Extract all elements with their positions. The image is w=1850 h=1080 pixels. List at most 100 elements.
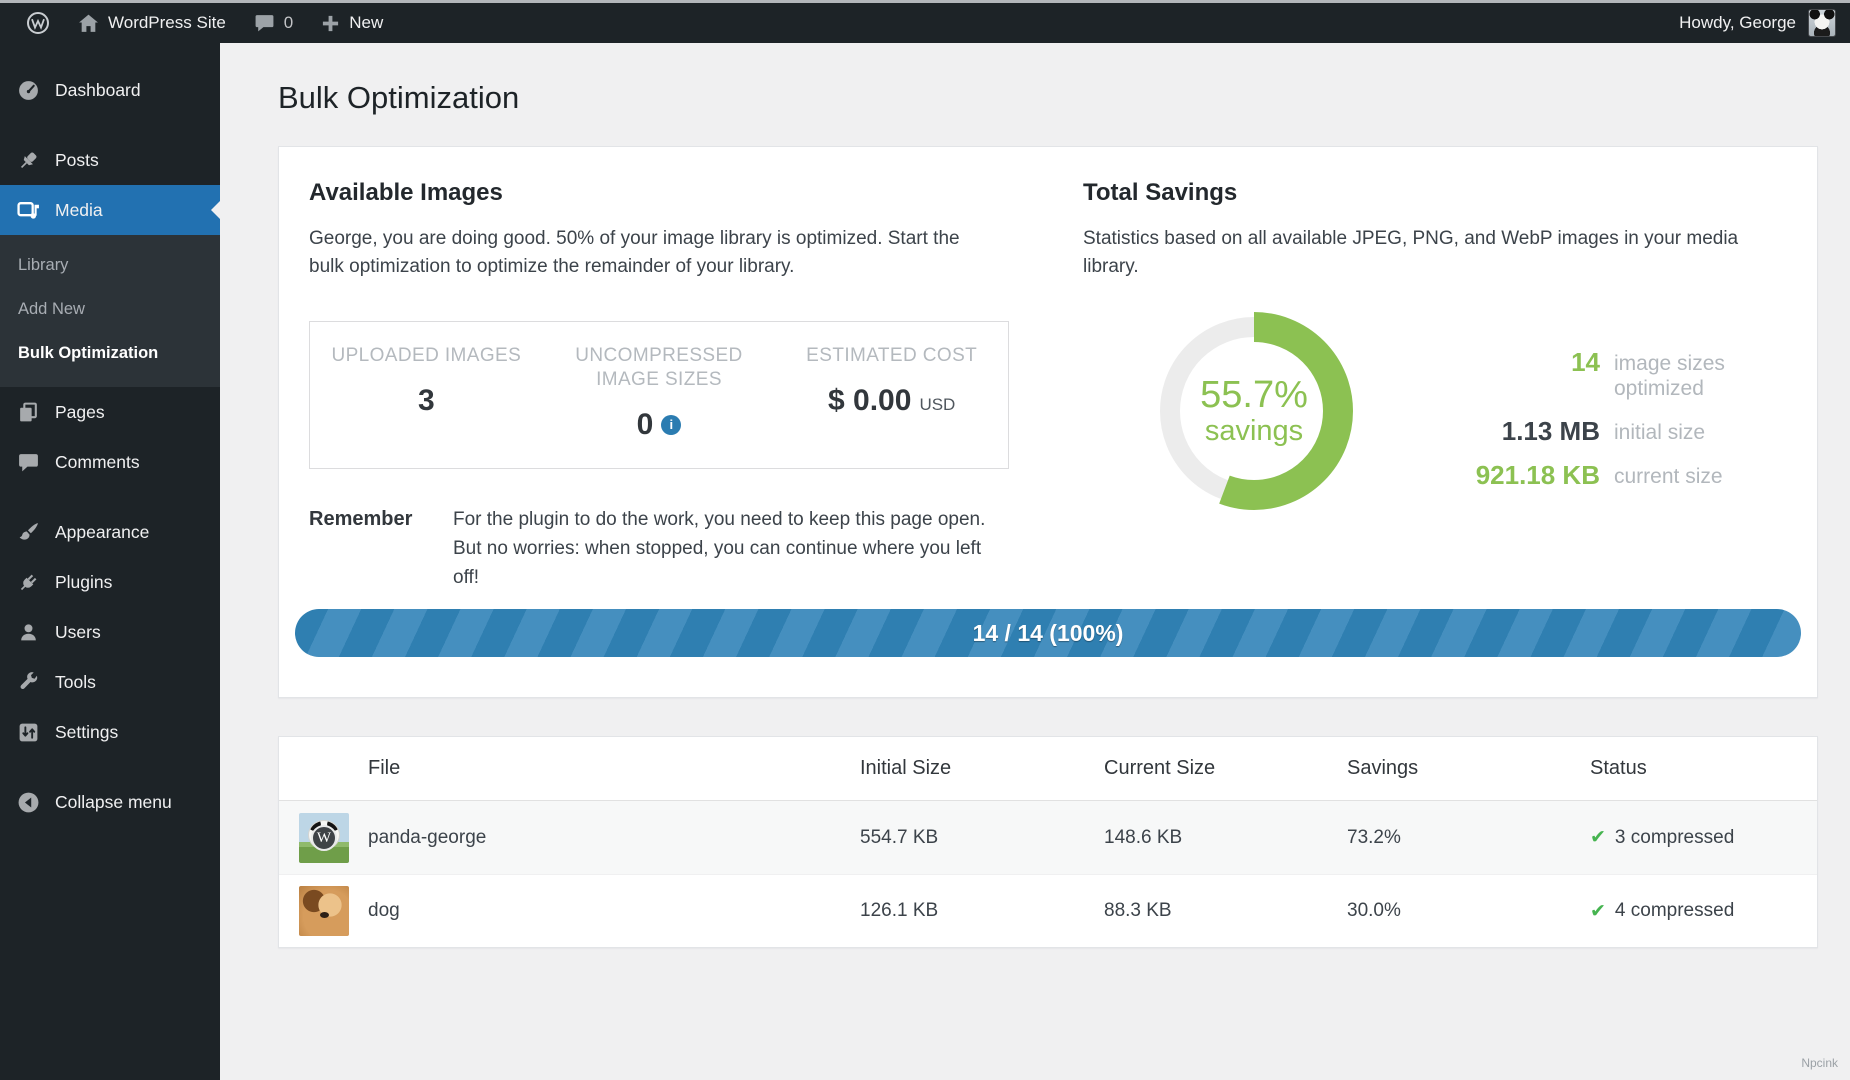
sidebar-label: Comments <box>55 451 140 472</box>
stat-label: ESTIMATED COST <box>806 345 978 366</box>
sidebar-item-settings[interactable]: Settings <box>0 707 220 757</box>
comments-indicator[interactable]: 0 <box>240 3 307 43</box>
site-name-menu[interactable]: WordPress Site <box>64 3 240 43</box>
admin-sidebar: Dashboard Posts Media Library Add New Bu… <box>0 43 220 1080</box>
sidebar-label: Media <box>55 199 103 220</box>
sidebar-item-comments[interactable]: Comments <box>0 437 220 487</box>
new-label: New <box>349 13 384 32</box>
column-header-initial-size: Initial Size <box>860 757 952 779</box>
wordpress-logo-menu[interactable] <box>12 3 64 43</box>
remember-text: For the plugin to do the work, you need … <box>453 509 986 588</box>
status-label: 3 compressed <box>1614 826 1735 848</box>
stat-label: image sizes optimized <box>1614 352 1725 400</box>
media-icon <box>16 199 40 222</box>
stat-label: UNCOMPRESSED IMAGE SIZES <box>575 345 743 390</box>
file-name: dog <box>368 900 400 921</box>
new-menu[interactable]: New <box>307 3 397 43</box>
sidebar-item-dashboard[interactable]: Dashboard <box>0 65 220 115</box>
remember-label: Remember <box>309 508 413 530</box>
sidebar-item-library[interactable]: Library <box>18 256 69 274</box>
sidebar-item-add-new[interactable]: Add New <box>18 300 85 318</box>
user-icon <box>16 621 40 644</box>
user-avatar[interactable] <box>1808 9 1836 37</box>
thumbnail-panda-george: W <box>299 812 349 863</box>
results-table: File Initial Size Current Size Savings S… <box>278 736 1818 948</box>
table-header-row: File Initial Size Current Size Savings S… <box>279 737 1817 801</box>
sidebar-item-bulk-optimization[interactable]: Bulk Optimization <box>18 344 159 362</box>
sidebar-label: Plugins <box>55 571 113 592</box>
savings-stats: 14 image sizes optimized 1.13 MB initial… <box>1440 349 1742 517</box>
plug-icon <box>16 571 40 594</box>
sidebar-item-posts[interactable]: Posts <box>0 135 220 185</box>
account-menu[interactable]: Howdy, George <box>1679 9 1850 37</box>
column-header-current-size: Current Size <box>1104 757 1216 779</box>
watermark: Npcink <box>1801 1056 1838 1070</box>
bulk-optimization-panel: Available Images George, you are doing g… <box>278 146 1818 698</box>
comment-bubble-icon <box>254 13 275 34</box>
table-row: dog 126.1 KB 88.3 KB 30.0% ✔ 4 compresse… <box>279 874 1817 947</box>
thumbnail-dog <box>299 886 349 936</box>
wordpress-logo-icon <box>26 11 50 35</box>
table-row: W panda-george 554.7 KB 148.6 KB 73.2% ✔… <box>279 801 1817 874</box>
main-content: Bulk Optimization Available Images Georg… <box>220 43 1850 1080</box>
pushpin-icon <box>16 149 40 172</box>
column-header-savings: Savings <box>1347 757 1419 779</box>
comments-count: 0 <box>283 13 294 32</box>
sidebar-item-appearance[interactable]: Appearance <box>0 507 220 557</box>
column-header-file: File <box>368 757 401 779</box>
dashboard-gauge-icon <box>16 79 40 102</box>
bulk-progress-bar: 14 / 14 (100%) <box>295 609 1801 657</box>
collapse-arrow-icon <box>16 791 40 814</box>
stat-uploaded-images: UPLOADED IMAGES 3 <box>310 322 543 468</box>
stat-label: initial size <box>1614 421 1706 444</box>
stat-current-size: 921.18 KB current size <box>1440 462 1742 489</box>
current-size-cell: 88.3 KB <box>1104 900 1172 921</box>
sidebar-item-users[interactable]: Users <box>0 607 220 657</box>
upload-stats-box: UPLOADED IMAGES 3 UNCOMPRESSED IMAGE SIZ… <box>309 321 1009 469</box>
file-name: panda-george <box>368 826 487 848</box>
sidebar-label: Dashboard <box>55 79 141 100</box>
plus-icon <box>321 14 340 33</box>
estimated-cost-value: $ 0.00 <box>828 384 912 417</box>
savings-sub-label: savings <box>1204 415 1304 447</box>
collapse-menu-label: Collapse menu <box>55 791 172 812</box>
stat-initial-size: 1.13 MB initial size <box>1440 418 1742 445</box>
admin-bar: WordPress Site 0 New Howdy, George <box>0 3 1850 43</box>
estimated-cost-unit: USD <box>919 395 956 414</box>
sidebar-item-tools[interactable]: Tools <box>0 657 220 707</box>
wrench-icon <box>16 671 40 694</box>
howdy-label: Howdy, George <box>1679 13 1796 32</box>
total-savings-heading: Total Savings <box>1083 179 1238 206</box>
sliders-icon <box>16 721 40 744</box>
info-icon[interactable]: i <box>661 415 682 435</box>
sidebar-label: Tools <box>55 671 96 692</box>
stat-image-sizes-optimized: 14 image sizes optimized <box>1440 349 1742 401</box>
sidebar-item-plugins[interactable]: Plugins <box>0 557 220 607</box>
media-submenu: Library Add New Bulk Optimization <box>0 235 220 387</box>
available-images-heading: Available Images <box>309 179 503 206</box>
collapse-menu-button[interactable]: Collapse menu <box>0 777 220 827</box>
savings-cell: 73.2% <box>1347 826 1401 848</box>
window-edge <box>0 0 1850 3</box>
sidebar-item-media[interactable]: Media <box>0 185 220 235</box>
savings-donut-chart: 55.7% savings <box>1148 305 1360 517</box>
wordpress-badge-icon: W <box>311 824 337 851</box>
site-name-label: WordPress Site <box>108 13 226 32</box>
stat-label: UPLOADED IMAGES <box>331 345 522 366</box>
initial-size-cell: 554.7 KB <box>860 826 939 848</box>
sidebar-label: Pages <box>55 401 105 422</box>
comments-icon <box>16 451 40 474</box>
progress-label: 14 / 14 (100%) <box>972 619 1124 646</box>
sidebar-label: Posts <box>55 149 99 170</box>
optimized-count: 14 <box>1571 347 1600 377</box>
total-savings-intro: Statistics based on all available JPEG, … <box>1083 228 1739 277</box>
remember-note: Remember For the plugin to do the work, … <box>309 505 1009 592</box>
home-icon <box>78 13 99 34</box>
check-icon: ✔ <box>1590 827 1606 848</box>
pages-icon <box>16 401 40 424</box>
sidebar-label: Appearance <box>55 521 150 542</box>
menu-separator <box>0 115 220 135</box>
savings-cell: 30.0% <box>1347 900 1401 921</box>
status-label: 4 compressed <box>1614 900 1735 921</box>
sidebar-item-pages[interactable]: Pages <box>0 387 220 437</box>
